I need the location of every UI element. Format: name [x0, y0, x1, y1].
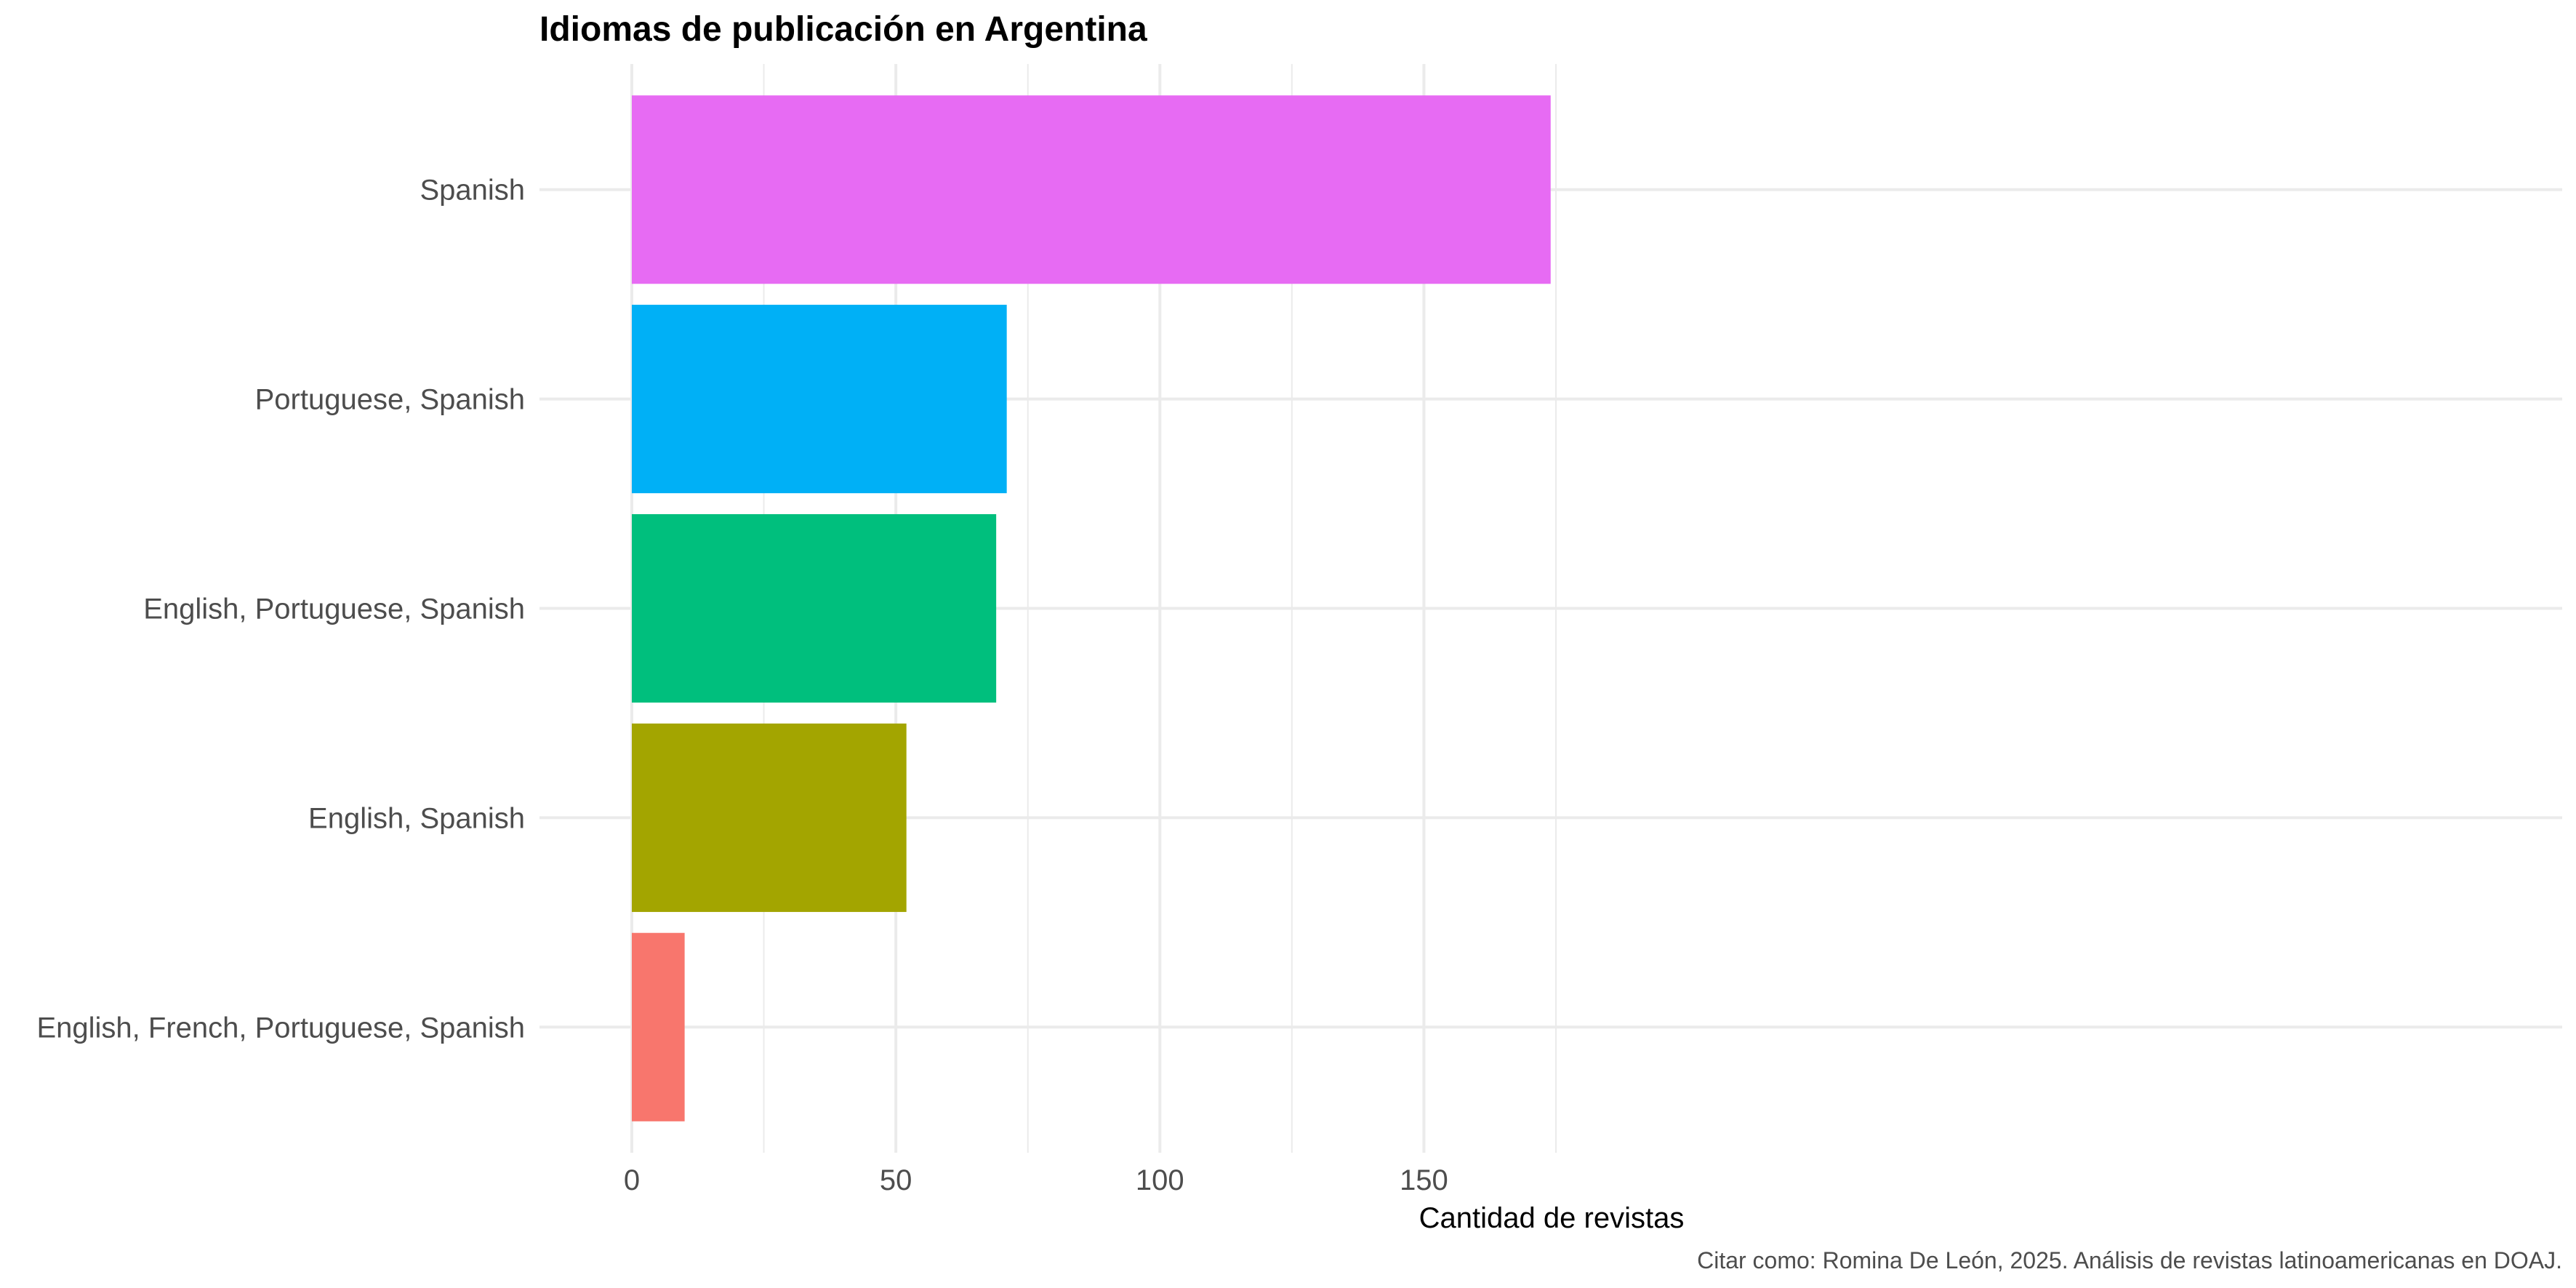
chart-caption: Citar como: Romina De León, 2025. Anális…: [1697, 1247, 2562, 1273]
x-axis-labels: 0 50 100 150: [624, 1164, 1448, 1196]
bar: [632, 932, 685, 1121]
bar: [632, 95, 1551, 284]
bar: [632, 305, 1007, 494]
bar: [632, 513, 997, 703]
y-tick-label: English, Portuguese, Spanish: [143, 593, 525, 625]
x-tick-label: 150: [1400, 1164, 1448, 1196]
y-axis-labels: Spanish Portuguese, Spanish English, Portu…: [36, 175, 525, 1044]
x-tick-label: 50: [880, 1164, 912, 1196]
bars: [632, 95, 1551, 1121]
x-tick-label: 100: [1136, 1164, 1184, 1196]
bar: [632, 723, 907, 912]
x-axis-title: Cantidad de revistas: [1419, 1202, 1685, 1234]
y-tick-label: Portuguese, Spanish: [255, 384, 525, 416]
y-tick-label: English, Spanish: [308, 802, 525, 834]
y-tick-label: English, French, Portuguese, Spanish: [36, 1012, 525, 1044]
chart-title: Idiomas de publicación en Argentina: [539, 10, 1147, 49]
x-tick-label: 0: [624, 1164, 640, 1196]
y-tick-label: Spanish: [420, 175, 525, 207]
